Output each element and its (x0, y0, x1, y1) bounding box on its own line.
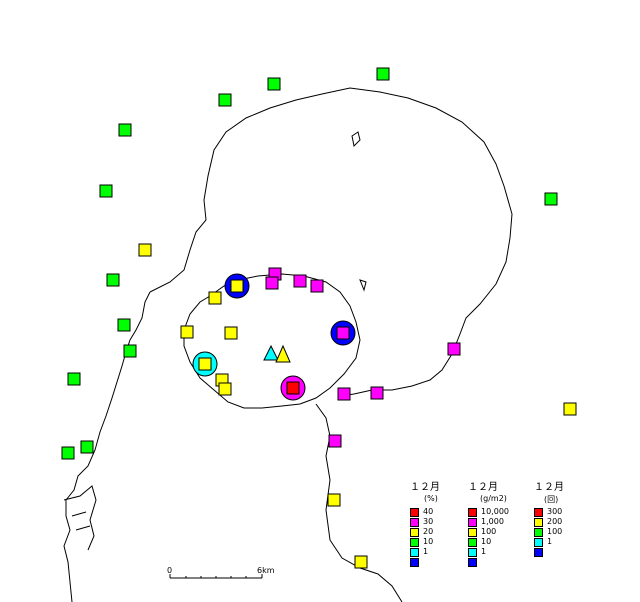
legend-label: 20 (423, 527, 434, 536)
legend-swatch (468, 528, 477, 537)
obs-square-green (123, 344, 137, 358)
legend-label: 100 (547, 527, 563, 536)
legend-swatch (410, 518, 419, 527)
legend-label: 300 (547, 507, 563, 516)
legend-swatch (410, 538, 419, 547)
obs-square-green (99, 184, 113, 198)
obs-square-green (218, 93, 232, 107)
legend-swatch (534, 528, 543, 537)
obs-square-magenta (310, 279, 324, 293)
obs-square-green (117, 318, 131, 332)
obs-square-red (286, 381, 300, 395)
coastline-detail (63, 485, 97, 551)
obs-square-yellow (224, 326, 238, 340)
obs-square-green (80, 440, 94, 454)
obs-square-yellow (198, 357, 212, 371)
legend-mass: １２月 (g/m2) 10,000 1,000 100 10 1 (466, 478, 526, 568)
coastline-south (315, 403, 403, 602)
legend-swatch (410, 548, 419, 557)
obs-square-green (118, 123, 132, 137)
obs-square-yellow (208, 291, 222, 305)
legend-label: 1 (547, 537, 553, 546)
legend-swatch (468, 548, 477, 557)
obs-square-magenta (337, 387, 351, 401)
legend-swatch (468, 558, 477, 567)
scale-zero-label: 0 (167, 566, 173, 575)
obs-square-magenta (370, 386, 384, 400)
vent-triangle-yellow (275, 344, 291, 363)
legend-title: １２月 (534, 482, 564, 493)
obs-square-green (376, 67, 390, 81)
legend-unit: (%) (424, 494, 438, 503)
coastline-caldera (183, 273, 361, 409)
coastline-north (149, 87, 513, 397)
legend-label: 100 (481, 527, 497, 536)
legend-swatch (534, 538, 543, 547)
obs-square-yellow (354, 555, 368, 569)
legend-swatch (410, 558, 419, 567)
obs-square-yellow (218, 382, 232, 396)
legend-label: 10 (423, 537, 434, 546)
obs-square-yellow (138, 243, 152, 257)
obs-square-yellow (230, 279, 244, 293)
obs-square-green (544, 192, 558, 206)
obs-square-green (61, 446, 75, 460)
legend-swatch (534, 508, 543, 517)
legend-title: １２月 (468, 482, 498, 493)
legend-percent: １２月 (%) 40 30 20 10 1 (408, 478, 458, 568)
obs-square-magenta (265, 276, 279, 290)
scale-bar (169, 574, 263, 579)
legend-swatch (410, 508, 419, 517)
legend-label: 40 (423, 507, 434, 516)
obs-square-green (106, 273, 120, 287)
legend-swatch (468, 508, 477, 517)
obs-square-yellow (180, 325, 194, 339)
obs-square-yellow (563, 402, 577, 416)
legend-title: １２月 (410, 482, 440, 493)
legend-label: 200 (547, 517, 563, 526)
obs-square-green (267, 77, 281, 91)
vent-triangle-cyan (263, 344, 279, 361)
coastline (63, 291, 151, 602)
legend-label: 10 (481, 537, 492, 546)
scale-end-label: 6km (257, 566, 275, 575)
legend-swatch (410, 528, 419, 537)
legend-swatch (534, 518, 543, 527)
legend-swatch (468, 538, 477, 547)
legend-swatch (468, 518, 477, 527)
legend-label: 1,000 (481, 517, 504, 526)
legend-count: １２月 (回) 300 200 100 1 (532, 478, 582, 558)
observation-squares (61, 67, 577, 569)
legend-label: 1 (481, 547, 487, 556)
legend-unit: (回) (544, 495, 559, 504)
obs-square-yellow (327, 493, 341, 507)
islet (351, 131, 361, 148)
legend-unit: (g/m2) (480, 494, 507, 503)
obs-square-magenta (447, 342, 461, 356)
obs-square-green (67, 372, 81, 386)
legend-swatch (534, 548, 543, 557)
islet (359, 279, 367, 292)
legend-label: 10,000 (481, 507, 509, 516)
legend-label: 30 (423, 517, 434, 526)
obs-square-magenta (336, 326, 350, 340)
obs-square-magenta (293, 274, 307, 288)
obs-square-magenta (328, 434, 342, 448)
legend-label: 1 (423, 547, 429, 556)
